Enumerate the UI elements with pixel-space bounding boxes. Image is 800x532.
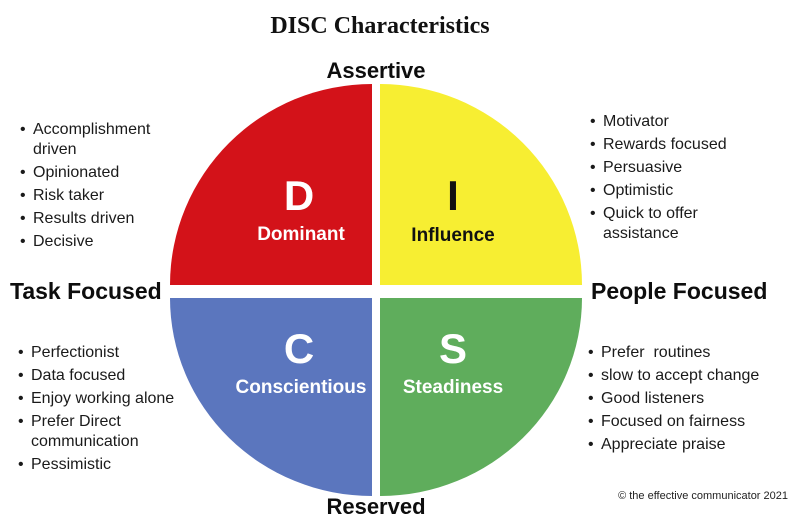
axis-label-assertive: Assertive — [326, 58, 426, 83]
list-item: Risk taker — [20, 186, 168, 206]
list-item: Enjoy working alone — [18, 389, 183, 409]
list-item: Prefer Direct communication — [18, 412, 183, 452]
quadrant-name-conscientious: Conscientious — [235, 377, 367, 398]
quadrant-letter-c: C — [283, 325, 315, 372]
list-item: Pessimistic — [18, 455, 183, 475]
list-item: Persuasive — [590, 158, 758, 178]
list-item: Decisive — [20, 232, 168, 252]
axis-label-task-focused: Task Focused — [10, 278, 162, 304]
axis-label-reserved: Reserved — [326, 494, 426, 519]
axis-label-people-focused: People Focused — [591, 278, 768, 304]
quadrant-name-steadiness: Steadiness — [402, 377, 504, 398]
list-item: Results driven — [20, 209, 168, 229]
quadrant-name-influence: Influence — [411, 225, 495, 246]
copyright-text: © the effective communicator 2021 — [618, 490, 788, 502]
list-item: Good listeners — [588, 389, 778, 409]
quadrant-letter-d: D — [283, 172, 315, 219]
disc-circle: D Dominant I Influence C Conscientious S… — [170, 84, 582, 496]
trait-list-conscientious: Perfectionist Data focused Enjoy working… — [18, 343, 183, 478]
list-item: Perfectionist — [18, 343, 183, 363]
list-item: Accomplishment driven — [20, 120, 168, 160]
quadrant-letter-i: I — [447, 172, 459, 219]
quadrant-influence — [380, 84, 582, 285]
list-item: Motivator — [590, 112, 758, 132]
list-item: Rewards focused — [590, 135, 758, 155]
list-item: Focused on fairness — [588, 412, 778, 432]
list-item: Appreciate praise — [588, 435, 778, 455]
list-item: Data focused — [18, 366, 183, 386]
list-item: Optimistic — [590, 181, 758, 201]
trait-list-influence: Motivator Rewards focused Persuasive Opt… — [590, 112, 758, 247]
trait-list-dominant: Accomplishment driven Opinionated Risk t… — [20, 120, 168, 255]
quadrant-letter-s: S — [438, 325, 468, 372]
list-item: slow to accept change — [588, 366, 778, 386]
page-title: DISC Characteristics — [270, 13, 490, 39]
list-item: Quick to offer assistance — [590, 204, 758, 244]
list-item: Opinionated — [20, 163, 168, 183]
quadrant-name-dominant: Dominant — [257, 224, 345, 245]
quadrant-dominant — [170, 84, 372, 285]
trait-list-steadiness: Prefer routines slow to accept change Go… — [588, 343, 778, 458]
list-item: Prefer routines — [588, 343, 778, 363]
